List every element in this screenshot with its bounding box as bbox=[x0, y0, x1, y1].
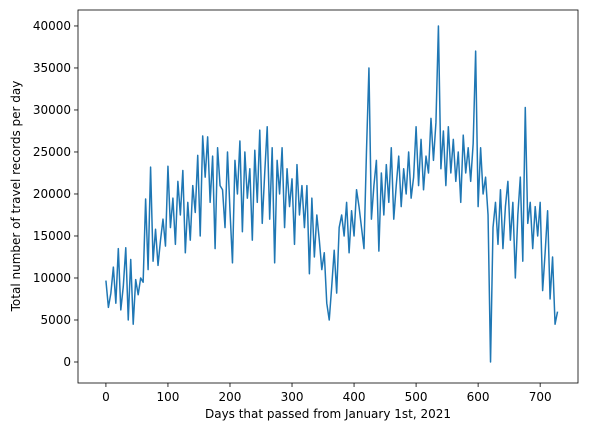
y-tick-label: 5000 bbox=[40, 313, 71, 327]
x-tick-label: 0 bbox=[102, 390, 110, 404]
data-line bbox=[105, 25, 559, 363]
x-tick-label: 200 bbox=[219, 390, 242, 404]
plot-frame bbox=[77, 9, 579, 384]
x-tick-label: 700 bbox=[529, 390, 552, 404]
y-tick-label: 10000 bbox=[33, 271, 71, 285]
y-axis-label: Total number of travel records per day bbox=[9, 81, 23, 313]
y-tick-label: 40000 bbox=[33, 19, 71, 33]
y-tick-label: 35000 bbox=[33, 61, 71, 75]
y-tick-label: 30000 bbox=[33, 103, 71, 117]
x-tick-label: 600 bbox=[467, 390, 490, 404]
x-tick-label: 100 bbox=[156, 390, 179, 404]
y-tick-label: 15000 bbox=[33, 229, 71, 243]
x-tick-label: 400 bbox=[343, 390, 366, 404]
x-tick-label: 300 bbox=[281, 390, 304, 404]
y-tick-label: 20000 bbox=[33, 187, 71, 201]
x-axis-label: Days that passed from January 1st, 2021 bbox=[205, 407, 451, 421]
y-tick-label: 0 bbox=[63, 355, 71, 369]
y-tick-label: 25000 bbox=[33, 145, 71, 159]
x-tick-label: 500 bbox=[405, 390, 428, 404]
